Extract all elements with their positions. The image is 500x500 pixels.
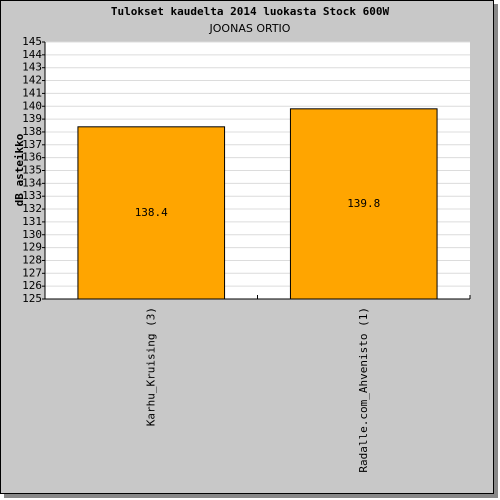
y-tick-label: 143 xyxy=(22,61,42,74)
y-tick-label: 126 xyxy=(22,279,42,292)
bar xyxy=(77,126,226,300)
y-tick-label: 130 xyxy=(22,228,42,241)
y-axis-label: dB asteikko xyxy=(13,133,26,206)
bar xyxy=(289,108,438,300)
x-tick-label: Karhu_Kruising (3) xyxy=(144,307,157,426)
y-tick-label: 140 xyxy=(22,99,42,112)
x-tick-label: Radalle.com_Ahvenisto (1) xyxy=(357,307,370,473)
y-tick-label: 145 xyxy=(22,35,42,48)
y-tick-label: 134 xyxy=(22,176,42,189)
y-tick-label: 129 xyxy=(22,241,42,254)
chart-title: Tulokset kaudelta 2014 luokasta Stock 60… xyxy=(111,5,390,18)
y-tick-label: 128 xyxy=(22,253,42,266)
y-tick-label: 142 xyxy=(22,74,42,87)
y-tick-label: 144 xyxy=(22,48,42,61)
chart-subtitle: JOONAS ORTIO xyxy=(209,22,291,35)
y-tick-label: 127 xyxy=(22,266,42,279)
y-tick-label: 139 xyxy=(22,112,42,125)
y-tick-label: 135 xyxy=(22,164,42,177)
y-tick-label: 125 xyxy=(22,292,42,305)
value-label: 139.8 xyxy=(347,197,380,210)
y-tick-label: 132 xyxy=(22,202,42,215)
y-tick-label: 133 xyxy=(22,189,42,202)
y-tick-label: 136 xyxy=(22,151,42,164)
y-tick-label: 131 xyxy=(22,215,42,228)
y-tick-label: 137 xyxy=(22,138,42,151)
y-tick-label: 141 xyxy=(22,86,42,99)
value-label: 138.4 xyxy=(135,206,168,219)
y-tick-label: 138 xyxy=(22,125,42,138)
